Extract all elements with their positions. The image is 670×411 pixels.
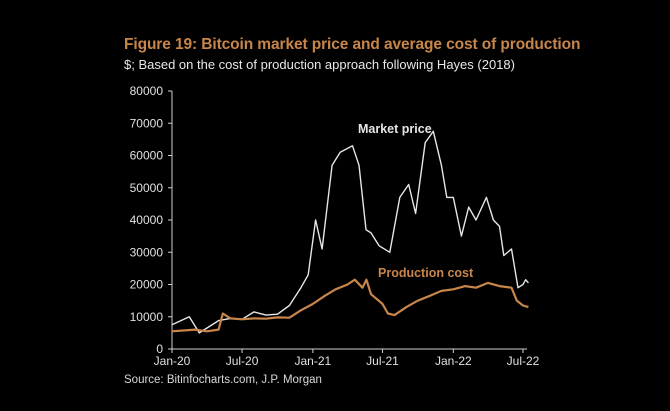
x-tick-label: Jul-21 [366,354,399,368]
x-tick-label: Jul-22 [507,354,540,368]
y-tick-label: 80000 [130,84,164,98]
x-tick-label: Jan-22 [435,354,472,368]
y-tick-label: 30000 [130,245,164,259]
y-tick-label: 70000 [130,116,164,130]
chart-subtitle: $; Based on the cost of production appro… [124,57,515,72]
chart-source: Source: Bitinfocharts.com, J.P. Morgan [124,374,322,386]
y-tick-label: 0 [156,342,163,356]
y-tick-label: 60000 [130,149,164,163]
y-tick-label: 50000 [130,181,164,195]
chart-title: Figure 19: Bitcoin market price and aver… [124,36,581,53]
series-lines [171,130,529,334]
x-tick-label: Jan-20 [154,354,191,368]
x-tick-label: Jan-21 [295,354,332,368]
y-tick-label: 10000 [130,310,164,324]
x-tick-label: Jul-20 [226,354,259,368]
axes: 0 10000 20000 30000 40000 50000 60000 70000 8000… [130,84,540,368]
y-tick-label: 40000 [130,213,164,227]
series-line-market-price [171,130,529,334]
series-line-production-cost [171,278,529,333]
y-tick-label: 20000 [130,278,164,292]
series-label-production-cost: Production cost [378,266,474,280]
series-label-market-price: Market price [358,122,432,136]
